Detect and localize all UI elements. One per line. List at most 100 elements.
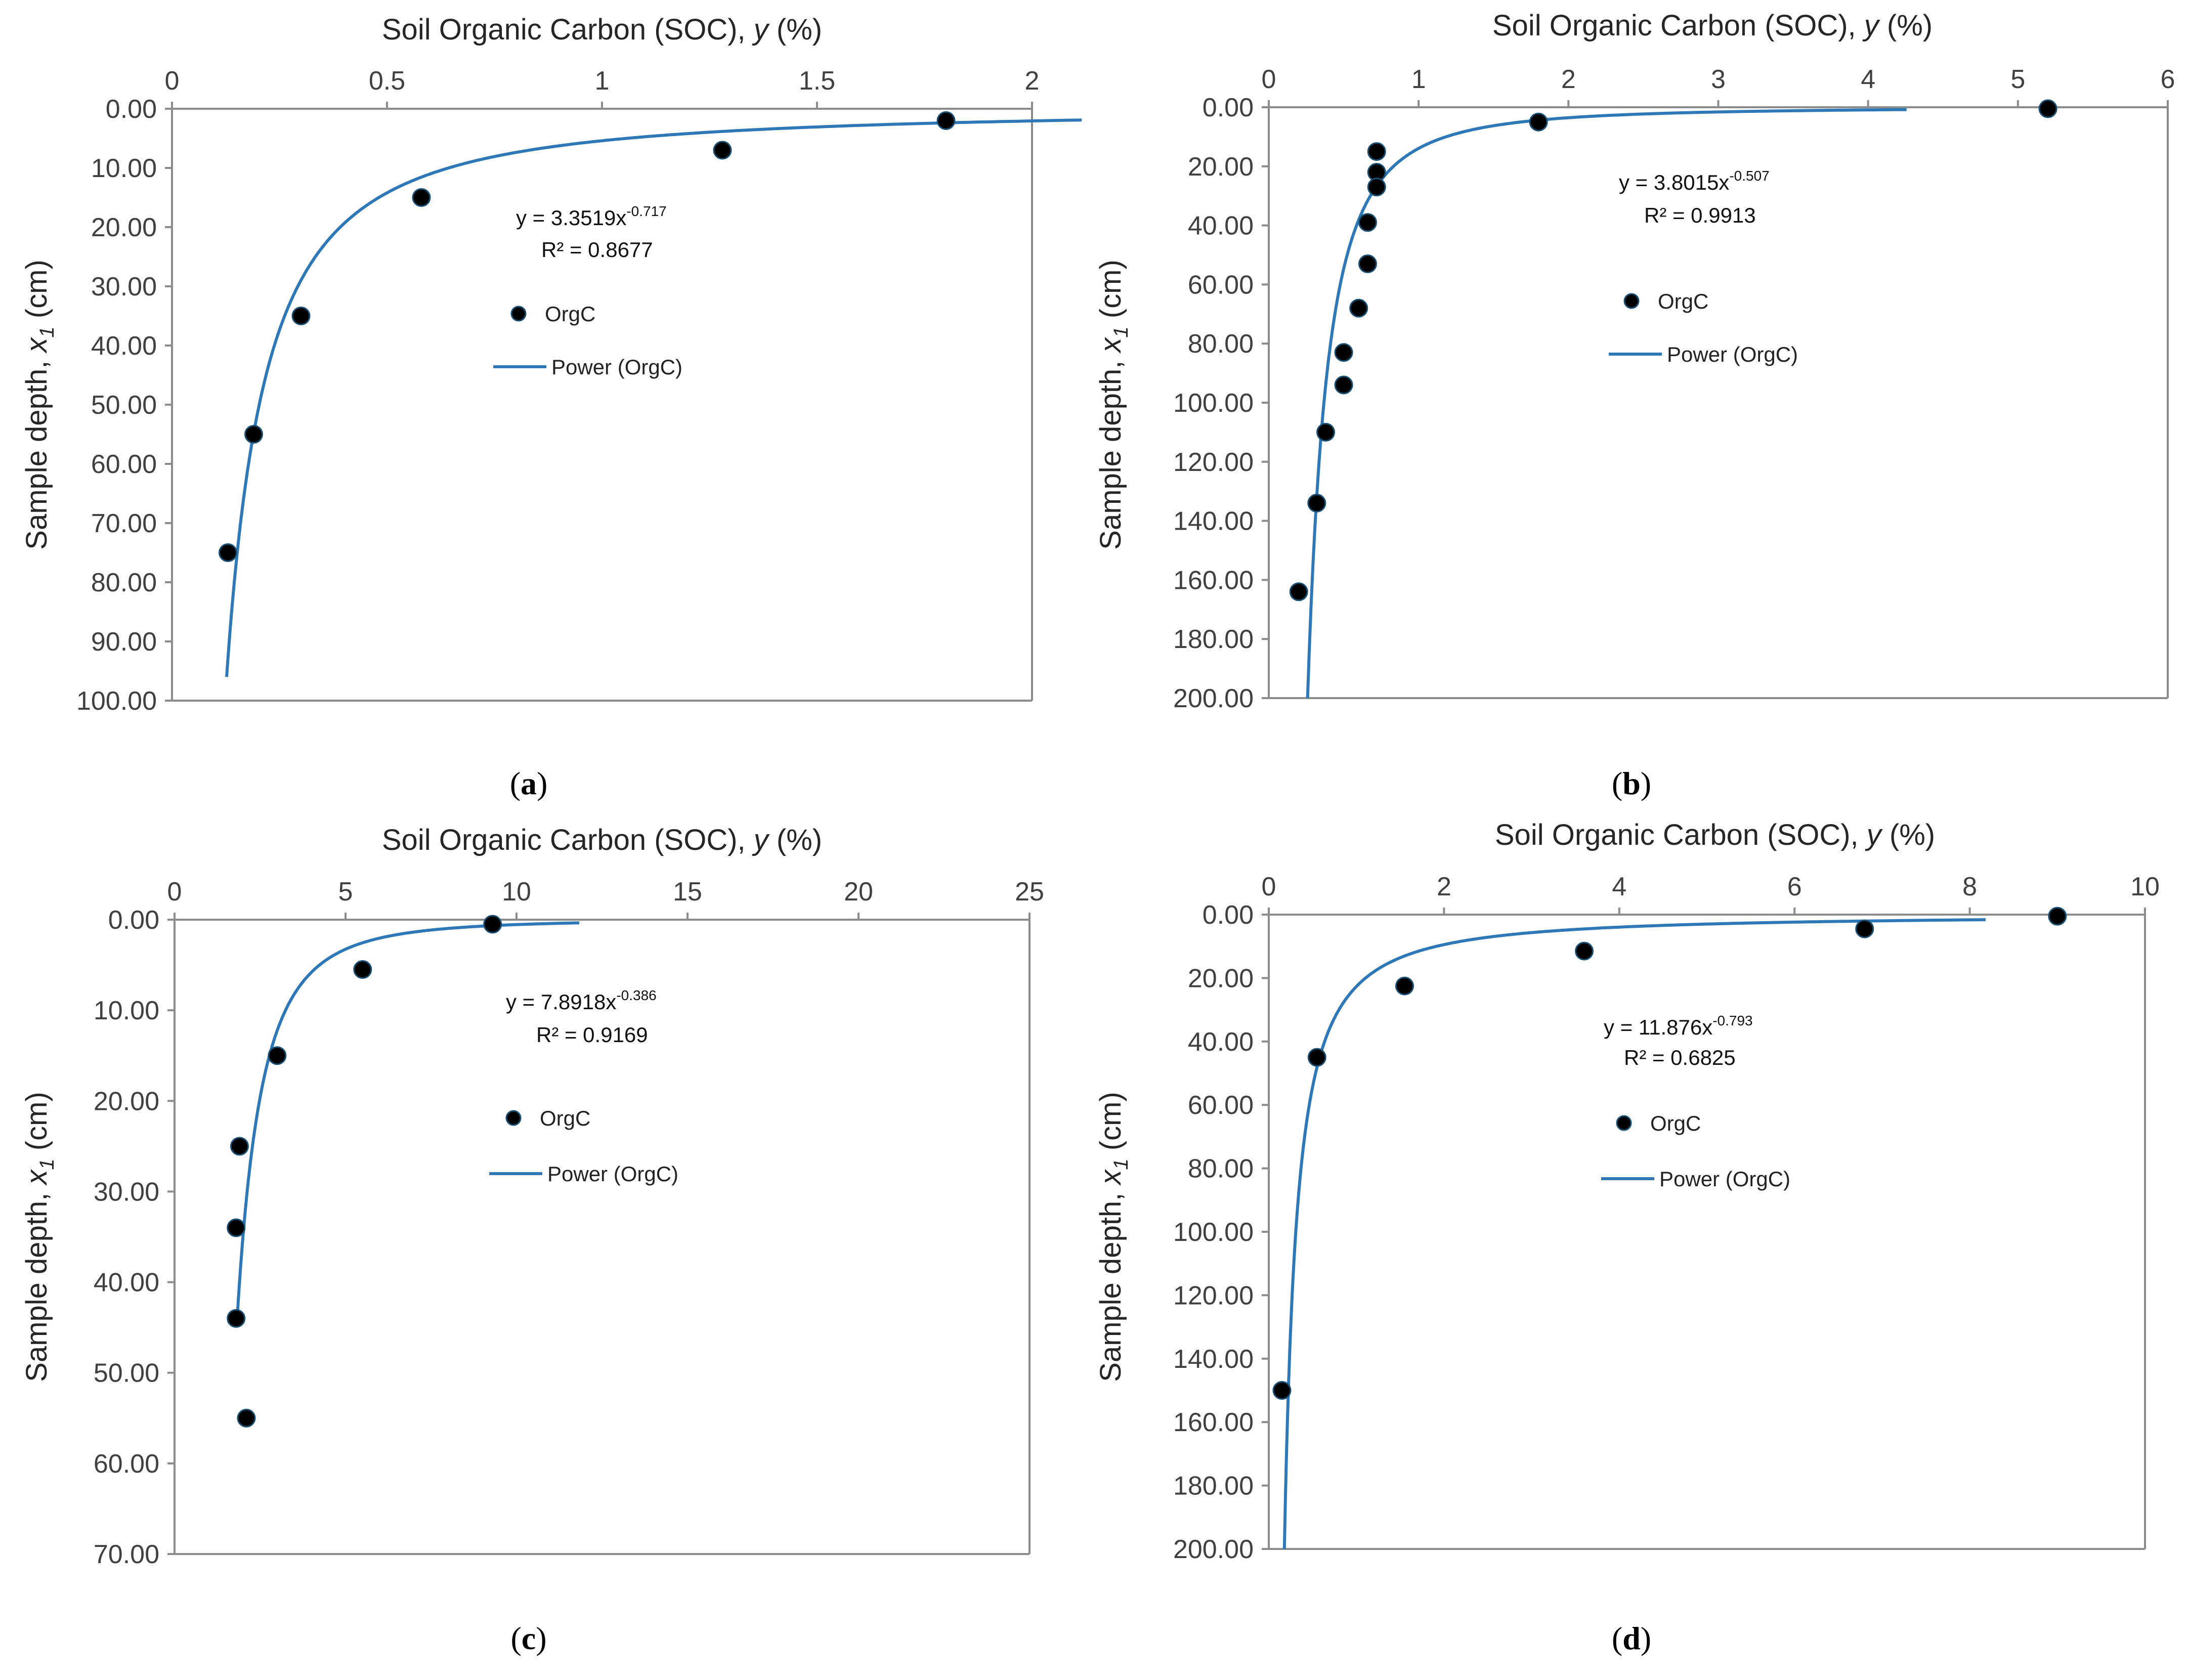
r-squared-label: R² = 0.8677 [541,238,653,262]
y-tick-label: 40.00 [91,331,157,361]
panel-caption: (d) [1612,1620,1651,1656]
y-tick-label: 200.00 [1173,1535,1254,1564]
panel-d: 0 2 4 6 8 100.0020.0040.0060.0080.00100.00120… [1094,819,2160,1656]
x-tick-label: 1.5 [799,66,835,96]
x-axis-title: Soil Organic Carbon (SOC), y (%) [1495,819,1935,851]
y-tick-label: 100.00 [1173,1218,1254,1247]
x-tick-label: 3 [1711,65,1726,94]
y-tick-label: 50.00 [94,1359,159,1388]
y-tick-label: 0.00 [1203,93,1254,122]
x-axis-title: Soil Organic Carbon (SOC), y (%) [382,824,822,856]
data-point [936,111,956,130]
x-tick-label: 0.5 [369,66,405,96]
data-point [353,960,372,979]
y-tick-label: 0.00 [1203,900,1254,930]
y-tick-label: 120.00 [1173,1281,1254,1310]
y-tick-label: 20.00 [91,213,157,242]
y-tick-label: 0.00 [106,95,157,124]
legend-points-label: OrgC [540,1106,590,1130]
y-tick-label: 20.00 [1188,964,1254,993]
data-point [1272,1381,1292,1400]
fit-equation: y = 3.8015x-0.507 [1619,168,1770,194]
x-tick-label: 10 [2130,872,2160,901]
x-tick-label: 2 [1561,65,1576,94]
data-point [1307,1048,1326,1067]
y-tick-label: 140.00 [1173,507,1254,536]
data-point [227,1218,246,1237]
x-axis-title: Soil Organic Carbon (SOC), y (%) [1492,9,1933,42]
panel-c: 0 5 10 15 20 25 0.00 10.00 20.00 30.00 40.00 50.00 6… [20,824,1044,1656]
x-tick-label: 15 [673,877,702,907]
data-point [1358,254,1377,274]
y-tick-label: 80.00 [1188,1154,1254,1184]
panel-caption: (a) [510,765,548,801]
y-tick-label: 20.00 [94,1087,159,1116]
legend-point-marker [1623,293,1640,309]
y-tick-label: 70.00 [94,1540,159,1569]
data-point [1316,422,1336,442]
data-point [230,1137,249,1156]
x-tick-label: 4 [1861,65,1875,94]
y-tick-label: 100.00 [76,686,157,716]
y-tick-label: 60.00 [1188,1091,1254,1120]
y-tick-label: 90.00 [91,627,157,657]
data-point [1367,178,1386,197]
y-tick-label: 60.00 [1188,270,1254,299]
x-tick-label: 1 [595,66,610,96]
y-tick-label: 50.00 [91,391,157,420]
y-tick-label: 180.00 [1173,1472,1254,1501]
y-tick-label: 200.00 [1173,684,1254,713]
y-tick-label: 40.00 [1188,1027,1254,1057]
x-axis-title: Soil Organic Carbon (SOC), y (%) [382,13,822,46]
x-tick-label: 5 [338,877,353,907]
data-point [1855,919,1874,938]
x-tick-label: 0 [165,66,180,96]
x-tick-label: 10 [502,877,531,907]
legend-line-label: Power (OrgC) [1659,1167,1790,1191]
power-fit-line [1282,918,1986,1549]
y-tick-label: 0.00 [108,906,159,935]
legend-line-label: Power (OrgC) [1667,342,1798,366]
y-axis-title: Sample depth, x1 (cm) [20,260,58,549]
legend-line-label: Power (OrgC) [547,1162,678,1186]
fit-equation: y = 3.3519x-0.717 [516,203,667,230]
x-tick-label: 0 [1262,65,1276,94]
data-point [219,543,237,562]
y-tick-label: 100.00 [1173,389,1254,418]
legend-points-label: OrgC [545,302,595,326]
panel-a: 0 0.5 1 1.5 20.0010.0020.0030.0040.0050.0060… [20,13,1082,801]
x-tick-label: 5 [2010,65,2025,94]
y-tick-label: 160.00 [1173,566,1254,595]
power-fit-line [235,921,580,1319]
data-point [713,141,732,160]
panel-b: 0 1 2 3 4 5 60.0020.0040.0060.0080.00100.00120… [1094,9,2175,801]
y-axis-title: Sample depth, x1 (cm) [1094,260,1132,549]
x-tick-label: 1 [1411,65,1426,94]
y-tick-label: 40.00 [1188,211,1254,241]
data-point [1307,494,1326,513]
data-point [1334,375,1353,395]
data-point [1367,142,1386,161]
x-tick-label: 4 [1612,872,1626,901]
x-tick-label: 8 [1962,872,1977,901]
y-tick-label: 60.00 [91,450,157,479]
data-point [268,1046,287,1065]
data-point [227,1309,246,1328]
r-squared-label: R² = 0.6825 [1624,1046,1736,1069]
data-point [1529,112,1548,132]
fit-equation: y = 11.876x-0.793 [1604,1013,1753,1039]
x-tick-label: 6 [1787,872,1802,901]
y-tick-label: 70.00 [91,509,157,538]
data-point [237,1408,256,1428]
x-tick-label: 2 [1025,66,1040,96]
r-squared-label: R² = 0.9169 [536,1023,648,1047]
panel-caption: (c) [510,1620,546,1656]
data-point [2048,907,2067,926]
y-axis-title: Sample depth, x1 (cm) [20,1092,58,1382]
y-tick-label: 20.00 [1188,152,1254,182]
legend-points-label: OrgC [1650,1111,1701,1135]
x-tick-label: 2 [1437,872,1451,901]
x-tick-label: 0 [1262,872,1276,901]
legend-point-marker [510,306,527,322]
